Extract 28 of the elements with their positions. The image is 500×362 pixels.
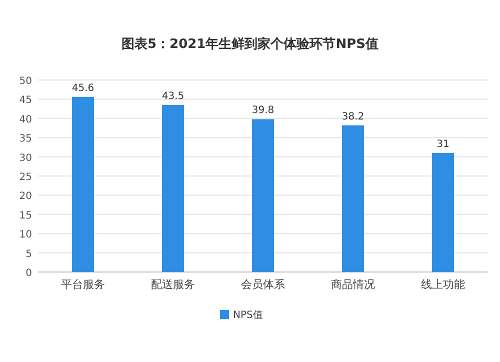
data-label: 39.8 (252, 105, 274, 116)
data-label: 38.2 (342, 111, 364, 122)
y-tick-label: 50 (19, 76, 32, 87)
bar (72, 96, 94, 272)
x-tick-label: 线上功能 (421, 278, 465, 291)
y-tick-label: 15 (19, 210, 32, 222)
y-tick-label: 30 (19, 152, 32, 164)
x-tick-label: 配送服务 (151, 278, 195, 291)
x-tick-label: 会员体系 (241, 278, 285, 291)
chart-title: 图表5：2021年生鲜到家个体验环节NPS值 (122, 36, 378, 52)
data-label: 43.5 (162, 90, 184, 102)
y-tick-label: 40 (19, 114, 32, 126)
y-tick-label: 0 (26, 268, 32, 279)
legend-label: NPS值 (233, 310, 263, 321)
bar (252, 119, 274, 272)
y-tick-label: 10 (19, 230, 32, 241)
y-tick-label: 20 (19, 191, 32, 202)
bar (162, 104, 184, 272)
y-tick-label: 35 (19, 134, 32, 145)
bar (342, 125, 364, 272)
y-tick-label: 5 (26, 248, 32, 260)
x-tick-label: 平台服务 (61, 278, 105, 291)
data-label: 45.6 (72, 82, 94, 94)
y-tick-label: 45 (19, 95, 32, 106)
y-tick-label: 25 (19, 172, 32, 183)
bar (432, 152, 454, 272)
x-tick-label: 商品情况 (331, 278, 375, 291)
data-label: 31 (436, 138, 450, 150)
